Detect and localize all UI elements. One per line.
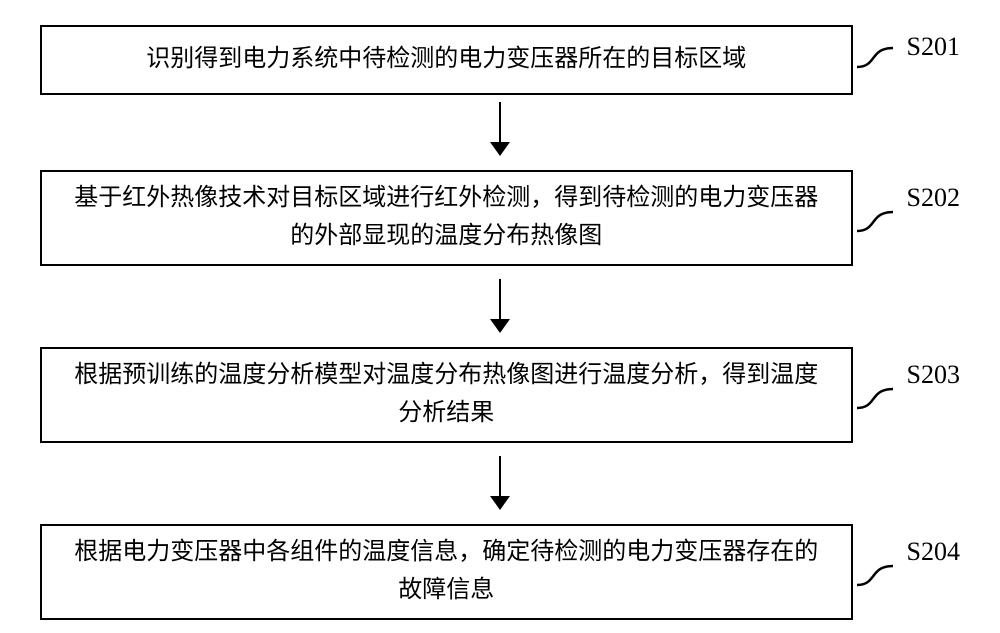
step-right-side: S204: [853, 510, 960, 633]
flowchart-column: 识别得到电力系统中待检测的电力变压器所在的目标区域 S201 基于红外热像技术对目…: [40, 18, 960, 633]
step-connector: [857, 46, 893, 88]
step-box: 根据预训练的温度分析模型对温度分布热像图进行温度分析，得到温度分析结果: [40, 347, 853, 443]
step-connector: [857, 387, 893, 429]
step-row: 根据电力变压器中各组件的温度信息，确定待检测的电力变压器存在的故障信息 S204: [40, 510, 960, 633]
step-connector: [857, 210, 893, 252]
step-label: S202: [907, 183, 960, 213]
step-right-side: S203: [853, 333, 960, 456]
step-label: S201: [907, 32, 960, 62]
flowchart-canvas: 识别得到电力系统中待检测的电力变压器所在的目标区域 S201 基于红外热像技术对目…: [0, 0, 1000, 608]
arrow-shaft: [499, 456, 501, 496]
arrow-down: [490, 279, 510, 333]
step-box: 根据电力变压器中各组件的温度信息，确定待检测的电力变压器存在的故障信息: [40, 524, 853, 620]
arrow-down: [490, 102, 510, 156]
step-right-side: S202: [853, 156, 960, 279]
arrow-head-icon: [490, 319, 510, 333]
step-row: 根据预训练的温度分析模型对温度分布热像图进行温度分析，得到温度分析结果 S203: [40, 333, 960, 456]
arrow-shaft: [499, 279, 501, 319]
step-label-wrap: S201: [893, 26, 960, 68]
step-right-side: S201: [853, 18, 960, 102]
step-row: 基于红外热像技术对目标区域进行红外检测，得到待检测的电力变压器的外部显现的温度分…: [40, 156, 960, 279]
step-box: 识别得到电力系统中待检测的电力变压器所在的目标区域: [40, 25, 853, 95]
arrow-head-icon: [490, 142, 510, 156]
step-label-wrap: S203: [893, 354, 960, 396]
step-label-wrap: S204: [893, 531, 960, 573]
arrow-head-icon: [490, 496, 510, 510]
step-label: S203: [907, 360, 960, 390]
step-label: S204: [907, 537, 960, 567]
step-label-wrap: S202: [893, 177, 960, 219]
step-row: 识别得到电力系统中待检测的电力变压器所在的目标区域 S201: [40, 18, 960, 102]
arrow-shaft: [499, 102, 501, 142]
arrow-down: [490, 456, 510, 510]
step-connector-wrap: [853, 537, 893, 633]
step-connector-wrap: [853, 183, 893, 279]
step-connector-wrap: [853, 32, 893, 102]
step-box: 基于红外热像技术对目标区域进行红外检测，得到待检测的电力变压器的外部显现的温度分…: [40, 170, 853, 266]
step-connector-wrap: [853, 360, 893, 456]
step-connector: [857, 564, 893, 606]
